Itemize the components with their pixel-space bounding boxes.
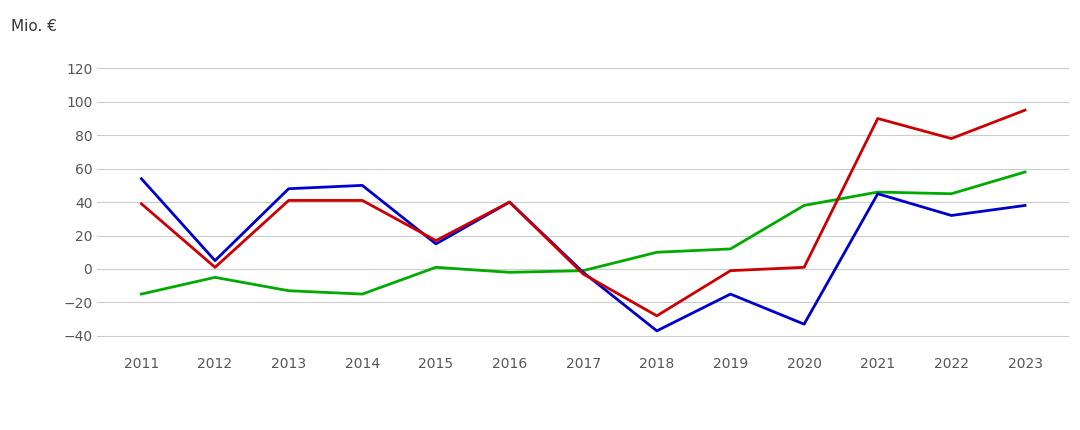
Liquidität xyxy=(135,176,148,181)
Investition xyxy=(724,246,737,252)
Investition xyxy=(135,292,148,297)
Gesamt xyxy=(135,201,148,206)
Investition xyxy=(355,292,368,297)
Liquidität xyxy=(208,258,221,263)
Gesamt xyxy=(1018,108,1031,113)
Investition xyxy=(872,190,885,195)
Liquidität xyxy=(872,191,885,197)
Liquidität xyxy=(798,322,811,327)
Gesamt xyxy=(503,200,516,205)
Investition xyxy=(945,191,958,197)
Investition xyxy=(503,270,516,275)
Gesamt xyxy=(945,136,958,141)
Gesamt xyxy=(355,198,368,203)
Gesamt xyxy=(282,198,295,203)
Line: Gesamt: Gesamt xyxy=(141,110,1025,316)
Liquidität xyxy=(355,183,368,188)
Text: Mio. €: Mio. € xyxy=(11,19,56,34)
Liquidität xyxy=(724,292,737,297)
Gesamt xyxy=(872,116,885,121)
Investition xyxy=(577,268,590,273)
Liquidität xyxy=(503,200,516,205)
Liquidität xyxy=(650,328,663,333)
Liquidität xyxy=(1018,203,1031,208)
Liquidität xyxy=(945,213,958,218)
Legend: Investition, Liquidität, Gesamt: Investition, Liquidität, Gesamt xyxy=(391,426,775,430)
Line: Investition: Investition xyxy=(141,172,1025,294)
Gesamt xyxy=(208,265,221,270)
Liquidität xyxy=(282,186,295,191)
Investition xyxy=(282,288,295,293)
Investition xyxy=(430,265,443,270)
Gesamt xyxy=(577,271,590,276)
Gesamt xyxy=(650,313,663,318)
Liquidität xyxy=(577,270,590,275)
Investition xyxy=(208,275,221,280)
Investition xyxy=(798,203,811,208)
Liquidität xyxy=(430,241,443,246)
Gesamt xyxy=(430,238,443,243)
Line: Liquidität: Liquidität xyxy=(141,179,1025,331)
Investition xyxy=(1018,169,1031,175)
Investition xyxy=(650,250,663,255)
Gesamt xyxy=(798,265,811,270)
Gesamt xyxy=(724,268,737,273)
